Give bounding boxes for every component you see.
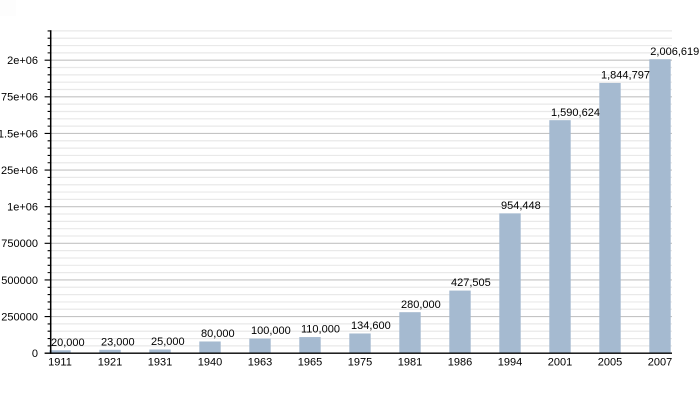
svg-text:110,000: 110,000 [301,324,340,336]
svg-text:2e+06: 2e+06 [7,55,38,67]
svg-text:20,000: 20,000 [51,337,85,349]
svg-text:1.5e+06: 1.5e+06 [0,128,38,140]
svg-text:134,600: 134,600 [351,320,391,332]
svg-text:1,590,624: 1,590,624 [551,107,600,119]
svg-text:0: 0 [32,348,38,360]
svg-text:25,000: 25,000 [151,336,185,348]
svg-text:1,844,797: 1,844,797 [601,70,650,82]
svg-text:2001: 2001 [548,356,572,368]
svg-text:1975: 1975 [348,356,372,368]
svg-text:1911: 1911 [48,356,72,368]
svg-text:1981: 1981 [398,356,422,368]
svg-text:2,006,619: 2,006,619 [650,46,699,58]
svg-text:427,505: 427,505 [451,277,491,289]
svg-text:2007: 2007 [648,356,672,368]
svg-text:1e+06: 1e+06 [7,202,38,214]
svg-text:1.75e+06: 1.75e+06 [0,92,38,104]
svg-text:1921: 1921 [98,356,122,368]
svg-text:280,000: 280,000 [401,299,441,311]
svg-text:750000: 750000 [1,238,38,250]
svg-text:1931: 1931 [148,356,172,368]
svg-text:1940: 1940 [198,356,222,368]
svg-text:2005: 2005 [598,356,622,368]
svg-text:500000: 500000 [1,275,38,287]
svg-text:80,000: 80,000 [201,328,235,340]
svg-text:1963: 1963 [248,356,272,368]
svg-text:23,000: 23,000 [101,336,135,348]
svg-text:250000: 250000 [1,311,38,323]
svg-text:100,000: 100,000 [251,325,291,337]
svg-text:954,448: 954,448 [501,200,541,212]
svg-text:1994: 1994 [498,356,522,368]
svg-text:1965: 1965 [298,356,322,368]
svg-text:1986: 1986 [448,356,472,368]
svg-text:1.25e+06: 1.25e+06 [0,165,38,177]
